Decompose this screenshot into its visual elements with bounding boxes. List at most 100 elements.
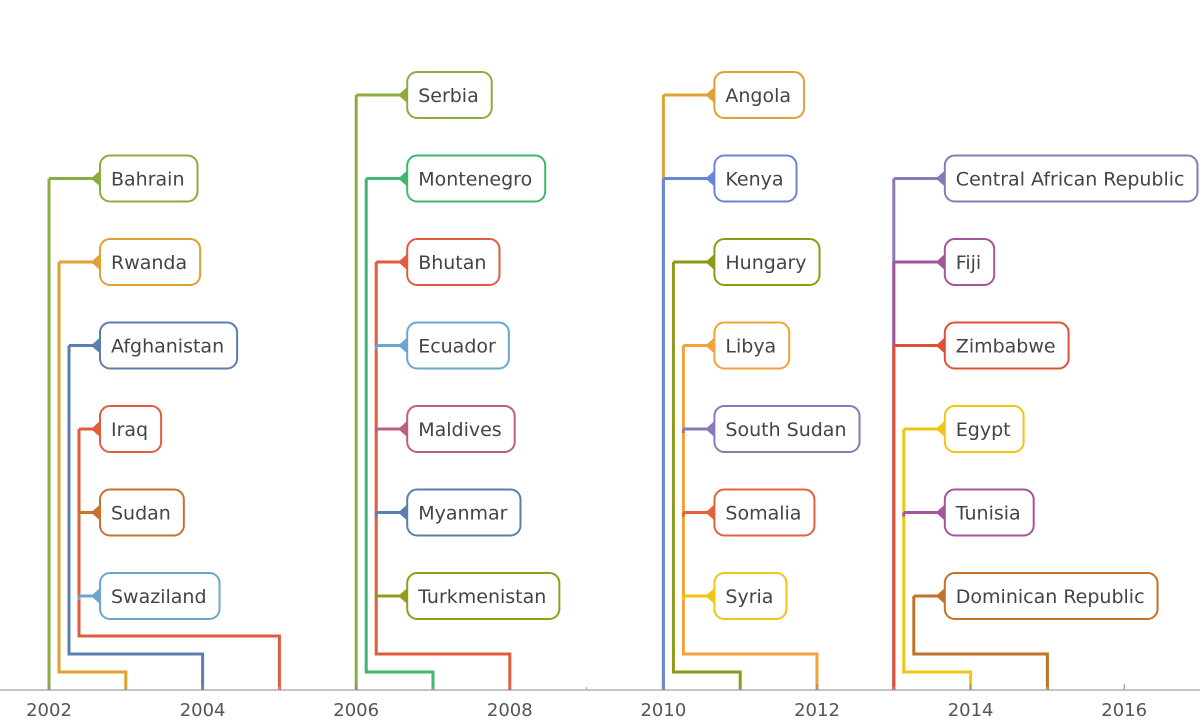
x-tick-label: 2016 xyxy=(1101,700,1147,721)
event-label: Egypt xyxy=(956,419,1011,441)
label-box xyxy=(713,71,806,119)
chart-groups: Bahrain Rwanda Afghanistan Iraq Sudan Swazila… xyxy=(47,71,1199,690)
event-label: Tunisia xyxy=(955,503,1021,525)
label-box xyxy=(99,238,202,286)
x-tick-label: 2008 xyxy=(487,700,533,721)
pointer-arrow xyxy=(705,337,715,354)
event-label: Hungary xyxy=(725,252,806,274)
label-box xyxy=(713,154,798,203)
duration-line xyxy=(681,345,819,690)
duration-line xyxy=(67,345,205,690)
label-box xyxy=(713,238,821,286)
timeline-group: Serbia Montenegro Bhutan Ecuador Maldives Mya… xyxy=(354,71,561,690)
event-label: Syria xyxy=(725,586,773,608)
label-box xyxy=(713,405,861,453)
duration-line xyxy=(77,429,281,690)
pointer-arrow xyxy=(91,170,100,187)
label-box xyxy=(406,488,522,537)
duration-line xyxy=(671,262,742,690)
pointer-arrow xyxy=(935,170,945,187)
event-label: Serbia xyxy=(418,85,479,107)
label-box xyxy=(406,405,516,453)
label-box xyxy=(99,154,199,203)
pointer-arrow xyxy=(705,504,715,521)
event-label: Rwanda xyxy=(111,252,187,274)
x-axis: 2002 2004 2006 2008 2010 2012 2014 2016 xyxy=(0,684,1200,721)
timeline-group: Angola Kenya Hungary Libya South Sudan Somali… xyxy=(661,71,861,690)
label-box xyxy=(943,572,1159,620)
label-box xyxy=(99,405,163,453)
event-label: Angola xyxy=(725,85,791,107)
x-tick-label: 2012 xyxy=(794,700,840,721)
label-box xyxy=(406,321,510,370)
label-box xyxy=(406,238,501,286)
timeline-group: Bahrain Rwanda Afghanistan Iraq Sudan Swazila… xyxy=(47,154,281,690)
pointer-arrow xyxy=(935,504,945,521)
label-box xyxy=(943,488,1035,537)
label-box xyxy=(99,488,185,537)
event-label: Afghanistan xyxy=(111,336,224,358)
event-label: Swaziland xyxy=(111,586,207,608)
pointer-arrow xyxy=(705,254,715,270)
pointer-arrow xyxy=(705,170,715,187)
duration-line xyxy=(912,596,1049,690)
pointer-arrow xyxy=(398,254,408,270)
pointer-arrow xyxy=(935,588,945,604)
label-box xyxy=(943,238,996,286)
label-box xyxy=(943,321,1070,370)
event-label: Iraq xyxy=(111,419,148,441)
event-label: Zimbabwe xyxy=(956,336,1056,358)
pointer-arrow xyxy=(398,337,408,354)
x-tick-label: 2002 xyxy=(26,700,72,721)
pointer-arrow xyxy=(398,421,408,437)
pointer-arrow xyxy=(91,337,100,354)
event-label: Sudan xyxy=(111,503,171,525)
event-label: Central African Republic xyxy=(956,169,1185,191)
pointer-arrow xyxy=(935,337,945,354)
event-label: Somalia xyxy=(725,503,801,525)
pointer-arrow xyxy=(91,254,100,270)
pointer-arrow xyxy=(91,588,100,604)
event-label: South Sudan xyxy=(725,419,846,441)
label-box xyxy=(713,488,816,537)
x-tick-label: 2014 xyxy=(948,700,994,721)
label-box xyxy=(943,154,1199,203)
pointer-arrow xyxy=(398,588,408,604)
event-label: Turkmenistan xyxy=(417,586,546,608)
event-label: Kenya xyxy=(725,169,783,191)
pointer-arrow xyxy=(705,87,715,103)
event-label: Montenegro xyxy=(418,169,532,191)
pointer-arrow xyxy=(705,588,715,604)
pointer-arrow xyxy=(398,170,408,187)
event-label: Myanmar xyxy=(418,503,507,525)
duration-line xyxy=(902,429,973,690)
event-label: Dominican Republic xyxy=(956,586,1145,608)
pointer-arrow xyxy=(398,504,408,521)
duration-line xyxy=(57,262,128,690)
pointer-arrow xyxy=(91,421,100,437)
pointer-arrow xyxy=(935,421,945,437)
label-box xyxy=(713,321,791,370)
pointer-arrow xyxy=(91,504,100,521)
label-box xyxy=(99,321,239,370)
label-box xyxy=(99,572,221,620)
pointer-arrow xyxy=(935,254,945,270)
label-box xyxy=(713,572,788,620)
label-box xyxy=(406,154,547,203)
event-label: Bahrain xyxy=(111,169,185,191)
event-label: Libya xyxy=(725,336,776,358)
duration-line xyxy=(374,262,512,690)
duration-line xyxy=(364,178,435,690)
x-tick-label: 2010 xyxy=(640,700,686,721)
label-box xyxy=(406,572,561,620)
x-tick-label: 2004 xyxy=(180,700,226,721)
pointer-arrow xyxy=(398,87,408,103)
label-box xyxy=(406,71,493,119)
event-label: Maldives xyxy=(418,419,502,441)
x-tick-label: 2006 xyxy=(333,700,379,721)
event-label: Bhutan xyxy=(418,252,486,274)
event-label: Fiji xyxy=(956,252,981,274)
label-box xyxy=(943,405,1025,453)
pointer-arrow xyxy=(705,421,715,437)
